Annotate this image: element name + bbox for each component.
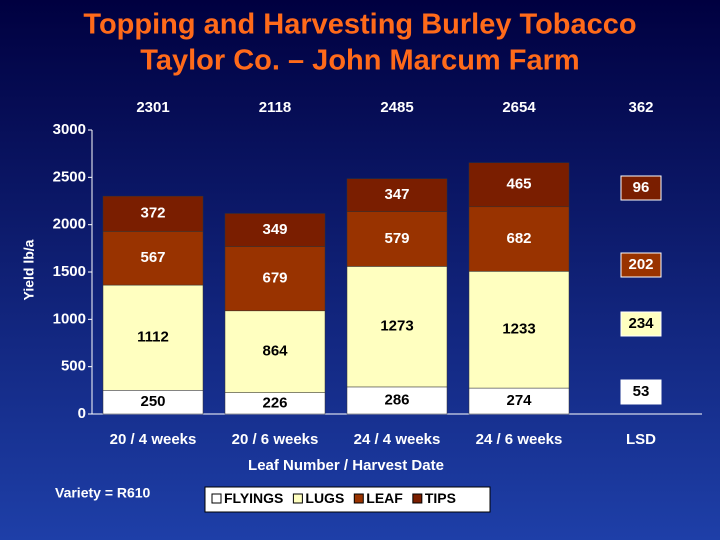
- bar-segment: [224, 310, 326, 393]
- lsd-box: [620, 175, 662, 201]
- data-label: 347: [384, 186, 409, 203]
- total-label: 2654: [502, 99, 536, 116]
- x-tick-label: 24 / 4 weeks: [354, 431, 441, 448]
- bar-segment: [346, 266, 448, 388]
- y-tick-label: 2500: [53, 168, 86, 185]
- bar-segment: [102, 284, 204, 391]
- bar-segment: [468, 271, 570, 389]
- x-tick-label: 20 / 6 weeks: [232, 431, 319, 448]
- x-tick-label: LSD: [626, 431, 656, 448]
- legend-label: LUGS: [305, 490, 344, 506]
- x-tick-label: 24 / 6 weeks: [476, 431, 563, 448]
- data-label: 1233: [502, 321, 535, 338]
- data-label: 349: [262, 221, 287, 238]
- y-axis-label: Yield lb/a: [21, 239, 37, 300]
- lsd-label: 53: [633, 383, 650, 400]
- legend-swatch: [353, 493, 364, 504]
- data-label: 1273: [380, 318, 413, 335]
- lsd-box: [620, 311, 662, 337]
- bar-segment: [468, 206, 570, 272]
- bar-segment: [468, 387, 570, 415]
- legend-swatch: [292, 493, 303, 504]
- y-tick-label: 500: [61, 358, 86, 375]
- y-tick-label: 1000: [53, 310, 86, 327]
- bar-segment: [346, 211, 448, 267]
- data-label: 286: [384, 391, 409, 408]
- lsd-label: 202: [628, 256, 653, 273]
- data-label: 465: [506, 176, 531, 193]
- bar-segment: [468, 162, 570, 208]
- data-label: 372: [140, 205, 165, 222]
- data-label: 274: [506, 392, 532, 409]
- lsd-label: 96: [633, 179, 650, 196]
- note: Variety = R610: [55, 485, 151, 501]
- legend-swatch: [412, 493, 423, 504]
- data-label: 579: [384, 230, 409, 247]
- bar-segment: [102, 195, 204, 232]
- chart-title: Topping and Harvesting Burley Tobacco: [83, 9, 636, 41]
- legend-label: TIPS: [425, 490, 456, 506]
- lsd-box: [620, 252, 662, 278]
- data-label: 1112: [137, 329, 169, 346]
- bar-segment: [224, 213, 326, 247]
- x-axis-label: Leaf Number / Harvest Date: [248, 457, 444, 474]
- total-label: 2485: [380, 99, 413, 116]
- legend-swatch: [211, 493, 222, 504]
- legend: [204, 486, 491, 513]
- legend-label: FLYINGS: [224, 490, 283, 506]
- data-label: 679: [262, 270, 287, 287]
- chart-title: Taylor Co. – John Marcum Farm: [140, 45, 579, 77]
- y-tick-label: 1500: [53, 263, 86, 280]
- data-label: 226: [262, 394, 287, 411]
- y-tick-label: 3000: [53, 121, 86, 138]
- total-label: 2301: [136, 99, 169, 116]
- lsd-box: [620, 379, 662, 405]
- lsd-label: 234: [628, 315, 654, 332]
- data-label: 567: [140, 249, 165, 266]
- total-label: 362: [628, 99, 653, 116]
- bar-segment: [346, 178, 448, 212]
- x-tick-label: 20 / 4 weeks: [110, 431, 197, 448]
- bar-segment: [102, 231, 204, 286]
- data-label: 250: [140, 393, 165, 410]
- bar-segment: [224, 246, 326, 312]
- legend-label: LEAF: [366, 490, 403, 506]
- data-label: 682: [506, 230, 531, 247]
- y-tick-label: 2000: [53, 216, 86, 233]
- total-label: 2118: [259, 99, 292, 116]
- data-label: 864: [262, 343, 288, 360]
- y-tick-label: 0: [78, 405, 86, 422]
- bar-segment: [346, 386, 448, 415]
